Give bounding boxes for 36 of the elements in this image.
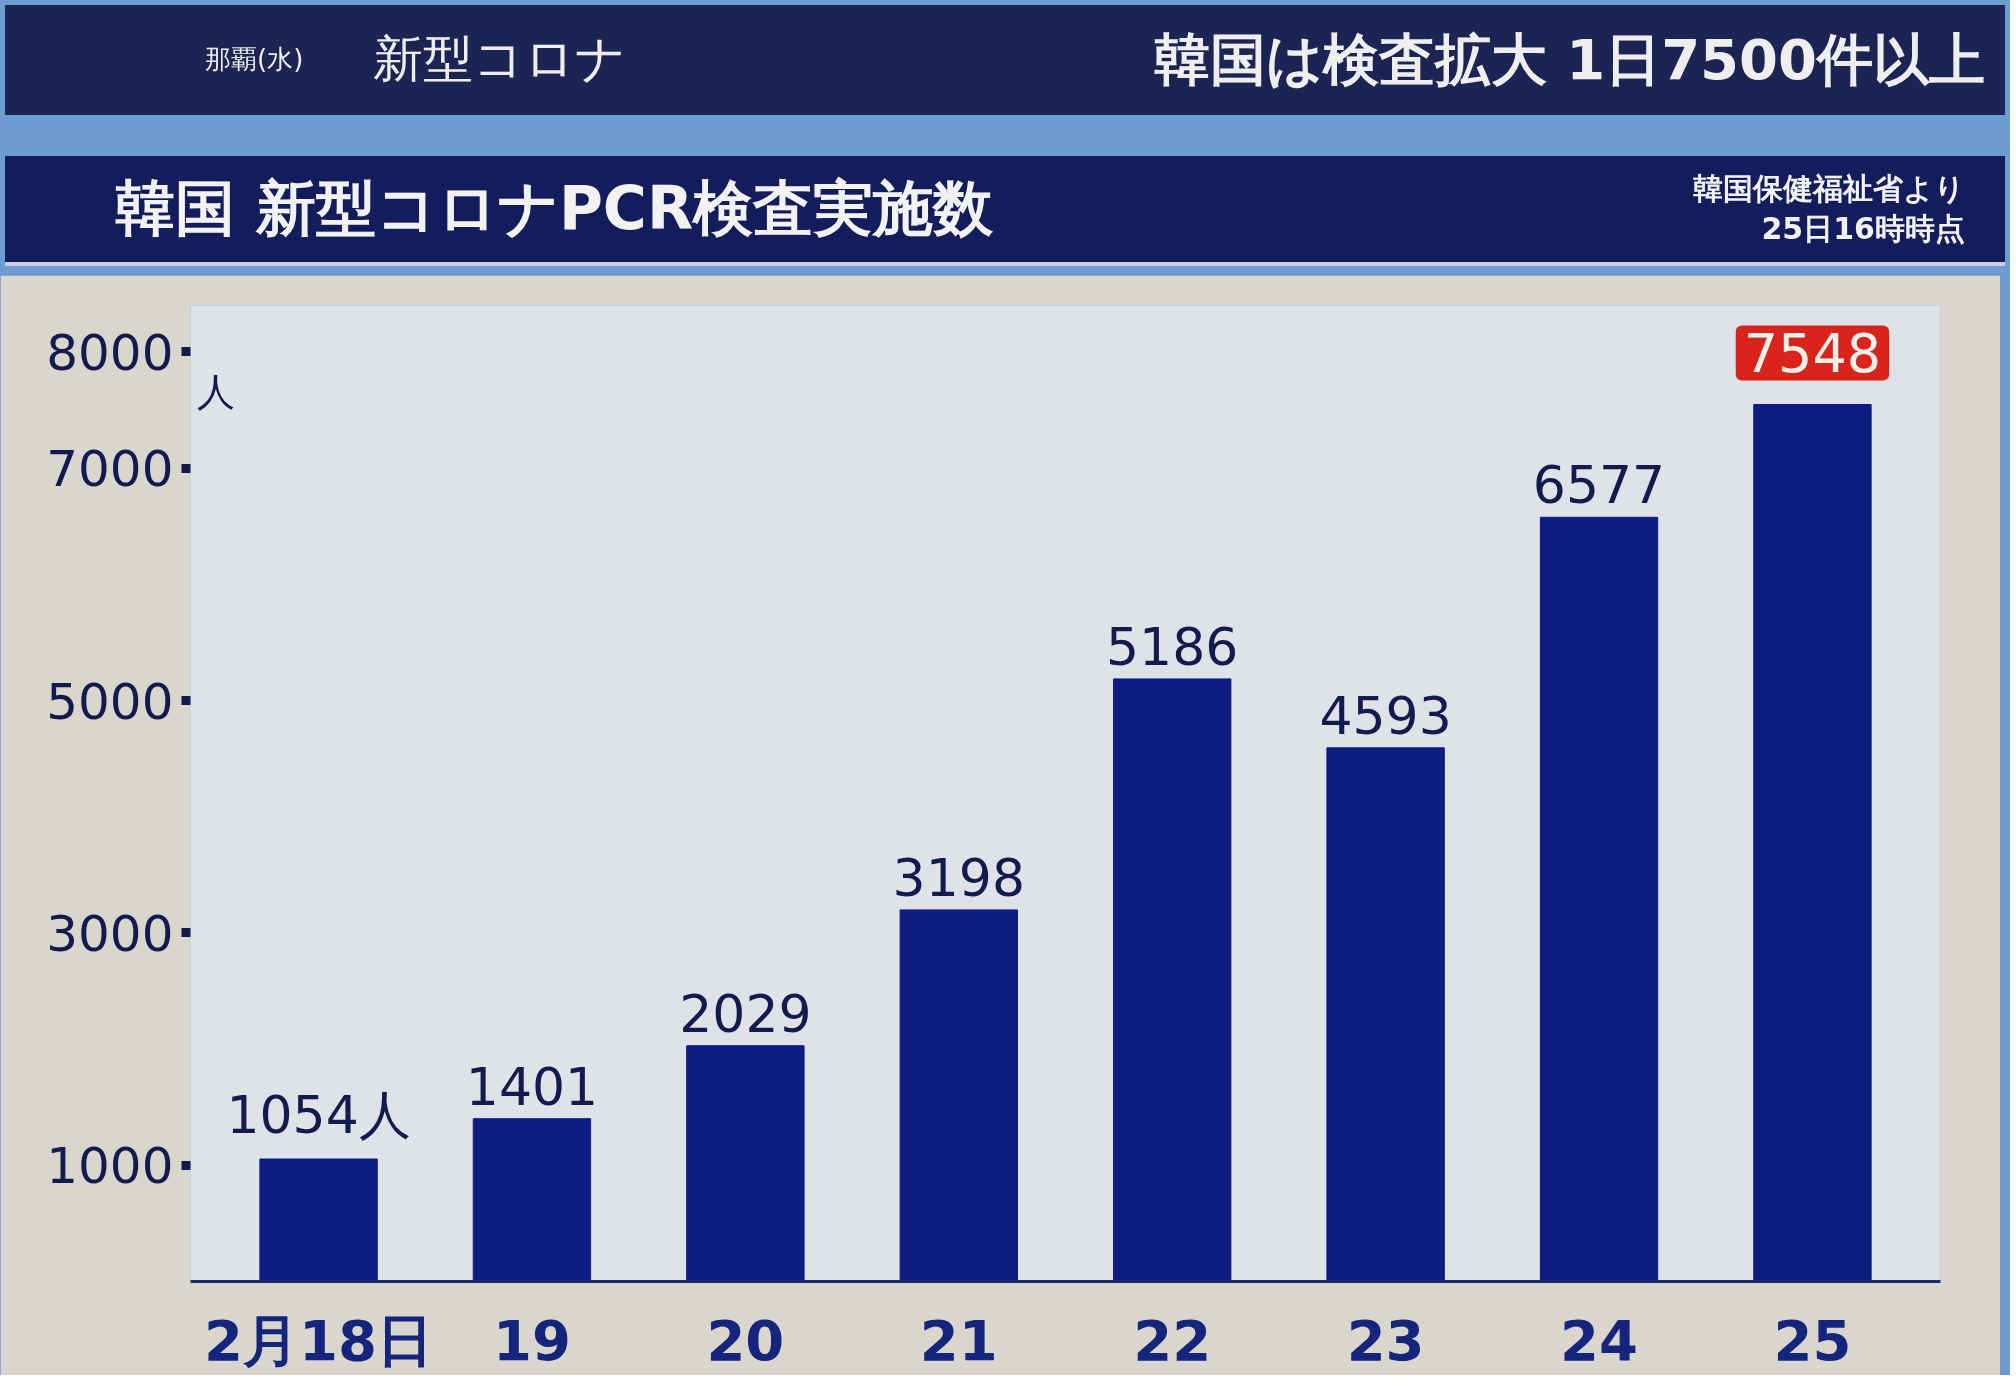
data-label: 5186: [1106, 616, 1239, 677]
y-tick-label: 5000: [46, 672, 174, 731]
bar: [1753, 403, 1872, 1282]
text: 新型コロナ: [373, 29, 627, 91]
x-tick-label: 25: [1773, 1307, 1852, 1373]
bar: [686, 1045, 805, 1282]
bar: [1113, 678, 1232, 1282]
x-tick-label: 22: [1133, 1307, 1212, 1373]
data-label: 1401: [465, 1056, 599, 1117]
annotation: 7548: [1743, 322, 1882, 386]
data-label: 1054人: [226, 1085, 411, 1146]
bar: [1326, 747, 1445, 1282]
bar: [472, 1118, 592, 1282]
x-tick-label: 23: [1346, 1307, 1425, 1373]
bar: [899, 909, 1018, 1282]
y-tick-label: 8000: [46, 323, 174, 382]
x-tick-label: 21: [919, 1307, 998, 1373]
x-tick-label: 24: [1560, 1307, 1639, 1373]
y-axis-title: 人: [196, 369, 235, 414]
x-tick-label: 19: [493, 1307, 571, 1373]
y-tick-label: 1000: [46, 1137, 174, 1196]
data-label: 2029: [679, 983, 812, 1044]
bar: [259, 1158, 378, 1282]
chart-title: 韓国 新型コロナPCR検査実施数: [115, 172, 994, 246]
y-tick-label: 7000: [46, 440, 174, 499]
chart-subtitle: 韓国は検査拡大 1日7500件以上: [1153, 26, 1985, 94]
text: 韓国保健福祉省より: [1693, 170, 1965, 208]
bar: [1539, 516, 1659, 1282]
x-tick-label: 20: [706, 1307, 785, 1373]
x-tick-label: 2月18日: [204, 1307, 434, 1373]
data-label: 6577: [1532, 455, 1666, 516]
text: 25日16時時点: [1760, 210, 1965, 248]
text: 那覇(水): [205, 43, 304, 77]
y-tick-label: 3000: [46, 904, 174, 963]
data-label: 3198: [892, 847, 1025, 908]
data-label: 4593: [1319, 685, 1452, 746]
